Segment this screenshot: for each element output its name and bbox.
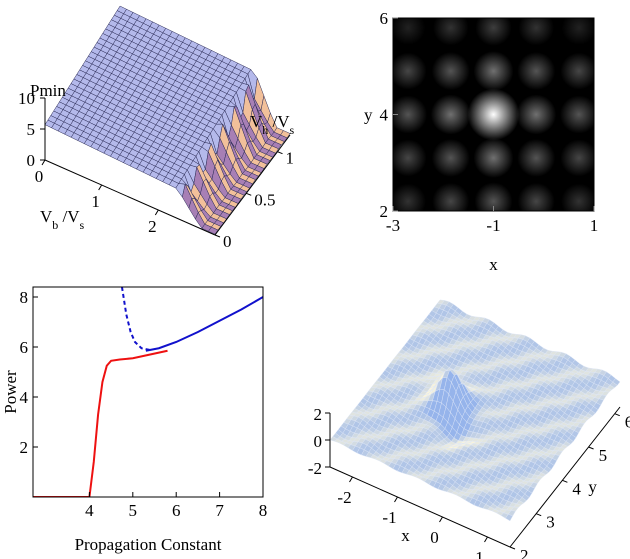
x-tick-label: 1 — [475, 548, 484, 559]
spot — [518, 183, 555, 220]
y-tick-label: 0.5 — [254, 190, 275, 209]
y-tick — [562, 480, 567, 482]
y-label-part: /V — [268, 112, 290, 131]
spot — [561, 184, 597, 220]
x-tick-label: 1 — [91, 192, 100, 211]
y-tick-label: 6 — [380, 9, 389, 28]
x-tick-label: 8 — [259, 501, 268, 520]
x-tick-label: 0 — [35, 167, 44, 186]
spot — [474, 138, 514, 178]
spot — [562, 10, 596, 44]
y-label: y — [588, 477, 597, 496]
x-tick — [42, 160, 45, 165]
z-tick-label: 5 — [27, 120, 36, 139]
x-label-part: V — [40, 207, 53, 226]
y-tick-label: 8 — [20, 288, 29, 307]
x-label-part: s — [80, 218, 85, 232]
x-tick — [155, 210, 158, 215]
spot — [517, 139, 555, 177]
x-tick-label: 6 — [172, 501, 181, 520]
spot — [474, 51, 514, 91]
spot — [431, 95, 471, 135]
y-label-part: V — [250, 112, 263, 131]
y-tick-label: 2 — [380, 202, 389, 221]
x-tick-label: 1 — [590, 216, 599, 235]
spot — [433, 10, 469, 46]
y-tick — [215, 235, 220, 237]
z-label: Pmin — [30, 81, 66, 100]
x-tick — [440, 517, 443, 522]
x-label-part: /V — [58, 207, 80, 226]
y-tick-label: 2 — [520, 546, 529, 559]
spot — [475, 9, 511, 45]
spot — [560, 139, 597, 176]
x-tick-label: -1 — [486, 216, 500, 235]
x-tick-label: 0 — [430, 528, 439, 547]
line-series — [33, 351, 168, 497]
spot — [518, 10, 554, 46]
x-tick-label: 4 — [85, 501, 94, 520]
x-tick-label: -1 — [382, 508, 396, 527]
spot — [390, 53, 427, 90]
x-label: x — [489, 255, 498, 274]
spot — [432, 183, 469, 220]
y-tick-label: 2 — [20, 438, 29, 457]
z-tick-label: 0 — [314, 432, 323, 451]
spot — [560, 53, 597, 90]
plot-frame — [33, 287, 263, 497]
spot — [468, 89, 520, 141]
x-tick — [395, 497, 398, 502]
x-tick — [350, 477, 353, 482]
spot — [391, 10, 425, 44]
x-tick-label: 5 — [129, 501, 138, 520]
x-label: x — [401, 526, 410, 545]
spot — [475, 182, 513, 220]
y-tick — [589, 447, 594, 449]
z-tick-label: 0 — [27, 151, 36, 170]
y-tick-label: 1 — [286, 149, 295, 168]
z-tick-label: -2 — [308, 459, 322, 478]
y-tick — [278, 152, 283, 154]
y-tick — [246, 193, 251, 195]
y-tick-label: 4 — [380, 106, 389, 125]
x-tick-label: -2 — [337, 488, 351, 507]
y-tick — [615, 414, 620, 416]
y-tick-label: 3 — [546, 513, 555, 532]
spot — [432, 139, 470, 177]
y-tick-label: 5 — [599, 446, 608, 465]
y-tick-label: 4 — [20, 388, 29, 407]
spot — [432, 52, 470, 90]
spot — [516, 95, 556, 135]
figure: 01200.510510PminVb /VsVh /Vs-3-11246xy45… — [0, 0, 630, 559]
x-tick-label: 7 — [215, 501, 224, 520]
line-series — [146, 297, 263, 351]
y-tick — [510, 547, 515, 549]
z-tick-label: 2 — [314, 405, 323, 424]
y-tick-label: 4 — [572, 479, 581, 498]
x-label: Propagation Constant — [75, 535, 222, 554]
spot — [390, 139, 427, 176]
x-tick-label: -3 — [386, 216, 400, 235]
x-tick — [485, 537, 488, 542]
x-tick — [99, 185, 102, 190]
y-label: y — [364, 106, 373, 125]
x-label: Vb /Vs — [40, 207, 85, 232]
y-label-part: s — [290, 123, 295, 137]
spot — [517, 52, 555, 90]
y-tick-label: 6 — [20, 338, 29, 357]
spot — [560, 96, 598, 134]
y-tick-label: 6 — [625, 413, 630, 432]
line-series — [122, 287, 150, 350]
y-label: Power — [1, 370, 20, 414]
spot — [390, 184, 426, 220]
y-tick — [536, 514, 541, 516]
x-tick-label: 2 — [148, 217, 157, 236]
y-tick-label: 0 — [223, 232, 232, 251]
